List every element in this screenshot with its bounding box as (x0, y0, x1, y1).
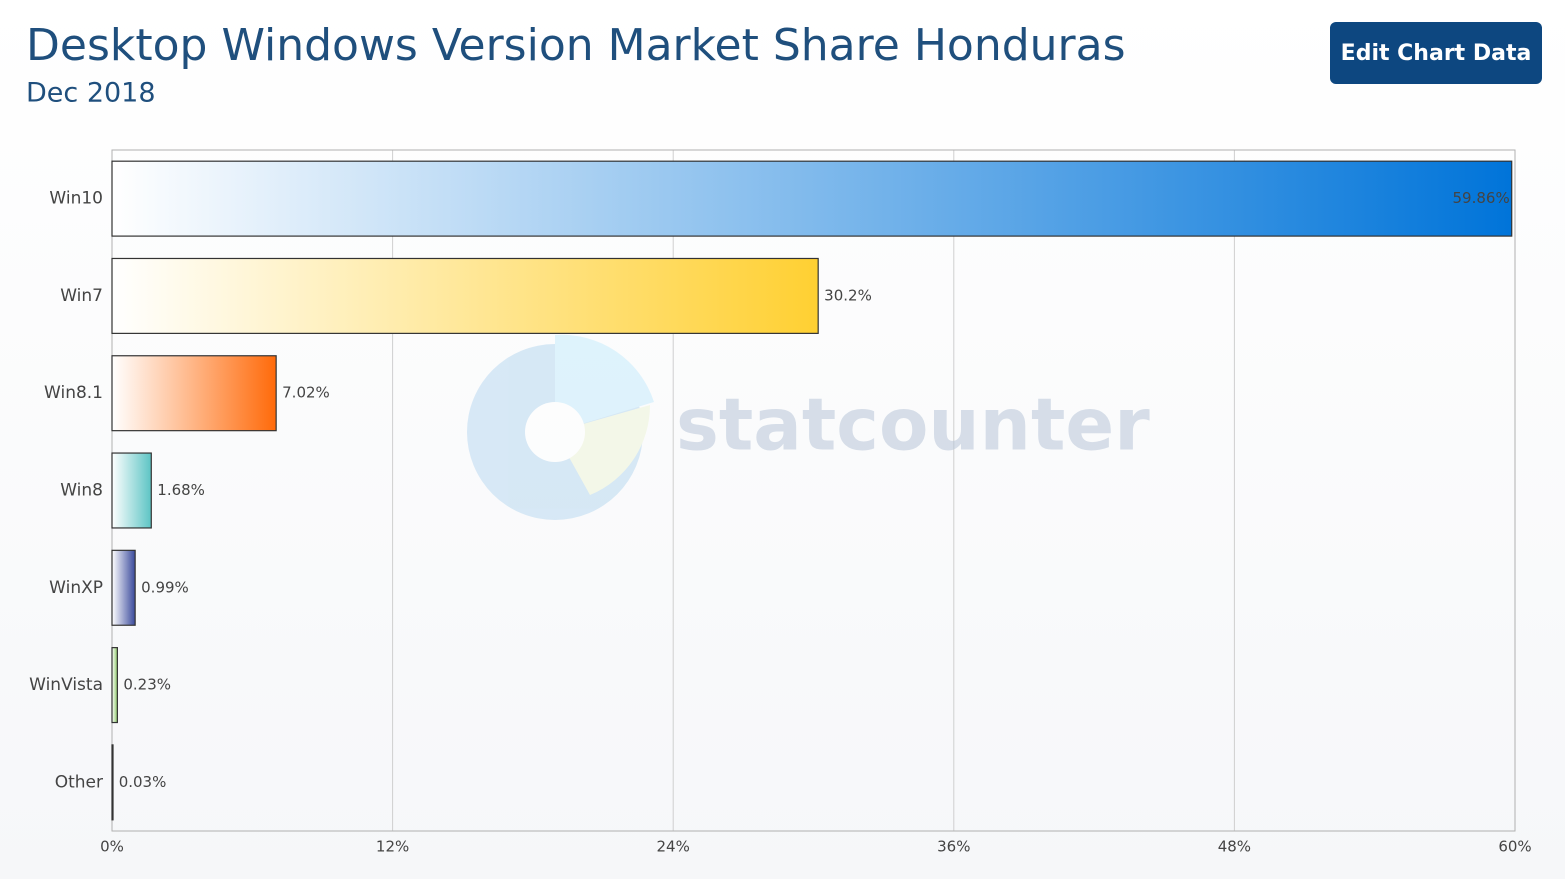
x-tick-label: 36% (937, 838, 970, 856)
x-tick-label: 48% (1218, 838, 1251, 856)
y-tick-label: Win8.1 (44, 383, 103, 403)
y-tick-label: Other (55, 772, 103, 792)
value-label: 0.23% (123, 676, 171, 694)
value-label: 30.2% (824, 286, 872, 304)
edit-button[interactable]: Edit Chart Data (1330, 22, 1542, 84)
bar (111, 257, 819, 334)
y-tick-label: Win7 (60, 286, 103, 306)
x-tick-label: 12% (376, 838, 409, 856)
x-tick-label: 60% (1498, 838, 1531, 856)
value-label: 0.99% (141, 578, 189, 596)
bar (111, 355, 277, 432)
bar (111, 160, 1513, 237)
watermark-slice (555, 334, 654, 432)
button-background[interactable] (1330, 22, 1542, 84)
bar (111, 452, 152, 529)
watermark: statcounter (467, 334, 1150, 520)
y-tick-label: WinXP (49, 578, 103, 598)
value-label: 0.03% (119, 773, 167, 791)
x-tick-label: 24% (657, 838, 690, 856)
x-tick-label: 0% (100, 838, 124, 856)
bar (111, 647, 118, 724)
value-label: 59.86% (1453, 189, 1510, 207)
bar (111, 744, 114, 821)
y-tick-label: WinVista (29, 675, 103, 695)
value-label: 1.68% (157, 481, 205, 499)
y-tick-label: Win10 (49, 189, 103, 209)
value-label: 7.02% (282, 384, 330, 402)
chart-subtitle: Dec 2018 (26, 78, 156, 109)
watermark-hole (525, 402, 585, 462)
button-label[interactable]: Edit Chart Data (1341, 41, 1532, 66)
bar (111, 549, 136, 626)
chart-title: Desktop Windows Version Market Share Hon… (26, 20, 1126, 71)
y-tick-label: Win8 (60, 481, 103, 501)
watermark-text: statcounter (676, 383, 1150, 467)
